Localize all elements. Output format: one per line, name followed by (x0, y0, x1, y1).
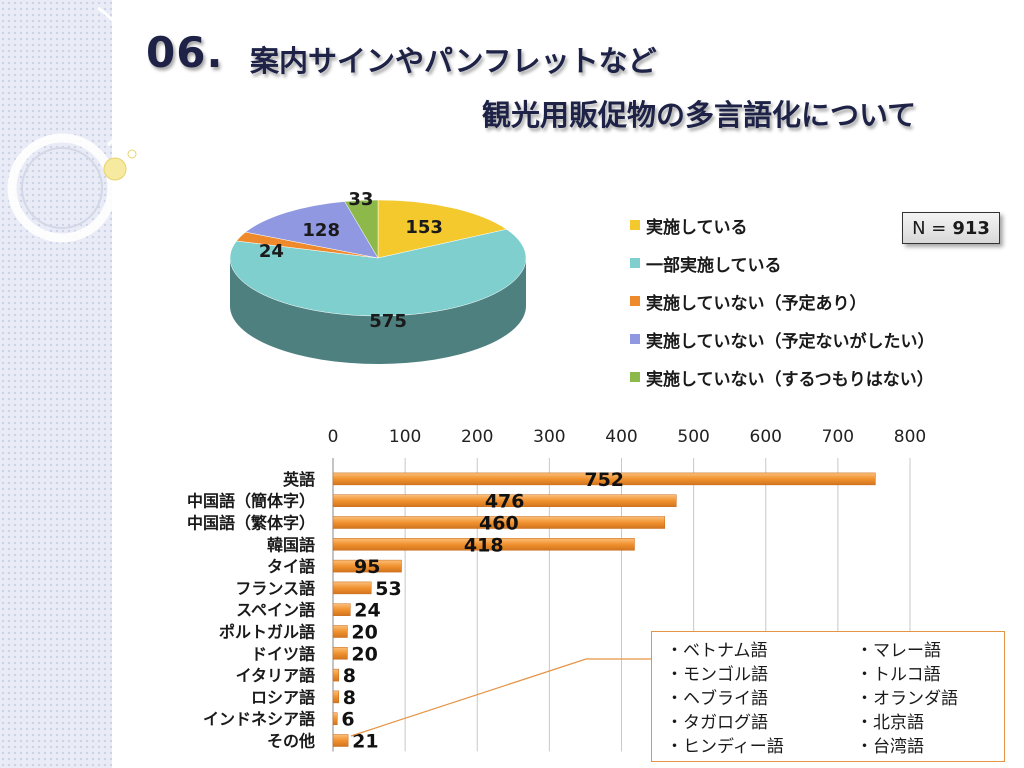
legend-swatch (630, 258, 640, 268)
y-category-label: イタリア語 (236, 666, 315, 685)
pie-legend: 実施している 一部実施している 実施していない（予定あり） 実施していない（予定… (630, 206, 935, 396)
legend-label: 実施していない（するつもりはない） (646, 369, 934, 390)
bar-value-label: 21 (352, 731, 378, 753)
other-language-item: ・タガログ語 (666, 713, 768, 733)
y-category-label: タイ語 (267, 557, 315, 576)
bar-value-label: 418 (464, 534, 504, 556)
title-number: 06. (146, 28, 224, 77)
x-tick-label: 500 (677, 427, 709, 447)
bar (332, 516, 666, 529)
title-line-1: 案内サインやパンフレットなど (250, 44, 657, 78)
sample-size-box: N = 913 (902, 212, 1000, 244)
x-tick-label: 200 (461, 427, 493, 447)
bar (332, 472, 876, 486)
y-category-label: ポルトガル語 (219, 623, 315, 642)
legend-item: 実施している (630, 206, 935, 244)
bar (332, 625, 348, 638)
sample-size-value: 913 (952, 217, 990, 239)
x-tick-label: 100 (389, 427, 421, 447)
title-line-2: 観光用販促物の多言語化について (482, 98, 917, 132)
y-category-label: 中国語（簡体字） (187, 492, 315, 511)
bar-value-label: 6 (341, 709, 354, 731)
bar-value-label: 8 (343, 687, 356, 709)
legend-item: 一部実施している (630, 244, 935, 282)
legend-swatch (630, 334, 640, 344)
bar-value-label: 95 (354, 556, 380, 578)
other-language-item: ・オランダ語 (856, 689, 958, 709)
legend-label: 実施していない（予定ないがしたい） (646, 331, 935, 352)
other-language-item: ・マレー語 (856, 641, 941, 661)
bar-value-label: 476 (485, 491, 525, 513)
y-category-label: 中国語（繁体字） (187, 514, 315, 533)
other-language-item: ・ベトナム語 (666, 641, 768, 661)
legend-swatch (630, 296, 640, 306)
side-decoration-band (0, 0, 112, 768)
pie-slice (377, 199, 508, 259)
y-category-label: インドネシア語 (203, 710, 315, 729)
bar (332, 603, 351, 616)
bar-value-label: 8 (343, 665, 356, 687)
other-language-item: ・台湾語 (856, 737, 924, 757)
pie-value-label: 128 (302, 220, 340, 241)
y-category-label: その他 (267, 732, 315, 751)
x-tick-label: 0 (328, 427, 339, 447)
bar (332, 712, 338, 725)
y-category-label: スペイン語 (236, 601, 315, 620)
y-category-label: ロシア語 (251, 688, 315, 707)
legend-label: 実施している (646, 217, 748, 238)
legend-swatch (630, 372, 640, 382)
pie-chart: 153 575 24 128 33 (229, 190, 527, 364)
y-category-label: フランス語 (235, 579, 315, 598)
x-tick-label: 800 (894, 427, 926, 447)
pie-value-label: 33 (348, 190, 373, 210)
y-category-label: 韓国語 (267, 535, 315, 554)
x-tick-label: 400 (605, 427, 637, 447)
bar (332, 647, 348, 660)
pie-slice (244, 201, 379, 259)
pie-value-label: 575 (369, 311, 407, 332)
legend-item: 実施していない（するつもりはない） (630, 358, 935, 396)
bar (332, 668, 340, 682)
bar-value-label: 20 (351, 622, 377, 644)
other-language-item: ・モンゴル語 (666, 665, 768, 685)
bar-value-label: 460 (479, 513, 519, 535)
y-category-label: 英語 (282, 470, 315, 489)
y-category-label: ドイツ語 (251, 644, 315, 663)
decorative-circles (7, 6, 138, 243)
other-language-item: ・北京語 (856, 713, 924, 733)
pie-slice-side (230, 258, 526, 364)
legend-item: 実施していない（予定あり） (630, 282, 935, 320)
legend-item: 実施していない（予定ないがしたい） (630, 320, 935, 358)
bar-value-label: 53 (375, 578, 401, 600)
bar-value-label: 24 (354, 600, 380, 622)
bar (332, 581, 372, 595)
bar (332, 559, 402, 573)
legend-swatch (630, 220, 640, 230)
pie-slice (344, 199, 379, 259)
bar (332, 734, 349, 747)
x-tick-label: 600 (750, 427, 782, 447)
sample-size-prefix: N = (912, 217, 947, 239)
other-languages-callout: ・ベトナム語 ・マレー語 ・モンゴル語 ・トルコ語 ・ヘブライ語 ・オランダ語 … (651, 631, 1005, 762)
bar-value-label: 20 (351, 643, 377, 665)
bar (332, 538, 635, 551)
bar-chart: 0 100 200 300 400 500 600 700 800 英語 752 中国語（簡体字） 47… (187, 427, 926, 753)
x-tick-label: 700 (822, 427, 854, 447)
bar-value-label: 752 (584, 469, 624, 491)
bar (332, 494, 677, 507)
other-language-item: ・トルコ語 (856, 665, 941, 685)
pie-value-label: 24 (259, 241, 284, 262)
x-tick-label: 300 (533, 427, 565, 447)
other-language-item: ・ヒンディー語 (666, 737, 784, 757)
bar (332, 690, 340, 704)
legend-label: 一部実施している (646, 255, 782, 276)
other-language-item: ・ヘブライ語 (666, 689, 768, 709)
pie-value-label: 153 (405, 217, 443, 238)
legend-label: 実施していない（予定あり） (646, 293, 867, 314)
pie-slice (229, 229, 527, 317)
